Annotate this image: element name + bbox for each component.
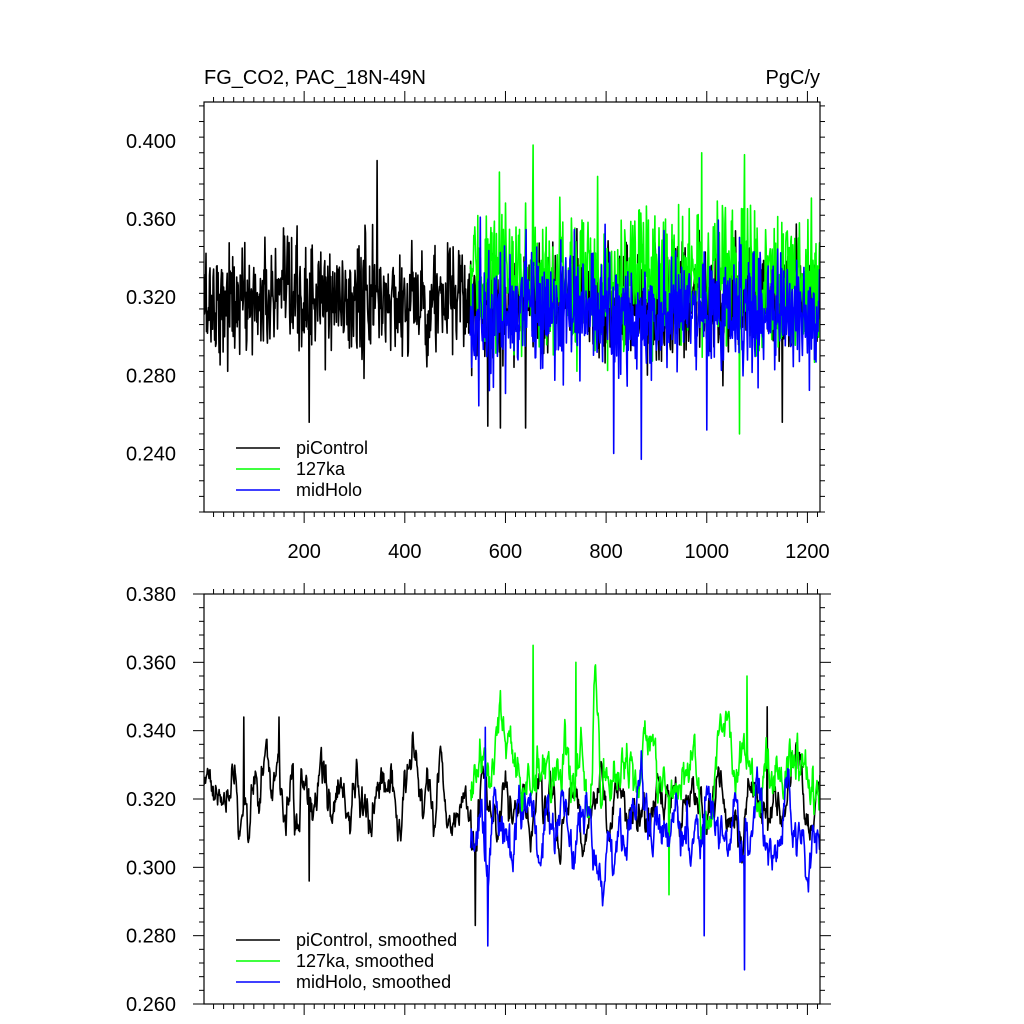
legend-label: midHolo [296,480,362,500]
x-tick-label: 200 [287,541,320,563]
units-label: PgC/y [766,67,820,89]
y-tick-label: 0.320 [126,789,176,811]
y-tick-label: 0.360 [126,209,176,231]
x-tick-label: 400 [388,541,421,563]
series-line-midholo [469,216,820,461]
y-tick-label: 0.240 [126,443,176,465]
series-line-midholo-smoothed [469,726,820,971]
legend-label: piControl, smoothed [296,930,457,950]
y-tick-label: 0.400 [126,131,176,153]
y-tick-label: 0.360 [126,652,176,674]
y-tick-label: 0.280 [126,926,176,948]
figure-title: FG_CO2, PAC_18N-49N [204,67,426,89]
y-tick-label: 0.280 [126,365,176,387]
x-tick-label: 600 [489,541,522,563]
x-tick-label: 1200 [785,541,830,563]
legend-label: 127ka, smoothed [296,951,434,971]
y-tick-label: 0.380 [126,584,176,606]
y-tick-label: 0.300 [126,857,176,879]
y-tick-label: 0.320 [126,287,176,309]
legend-label: 127ka [296,459,346,479]
bottom-chart-panel: 0.260 0.280 0.300 0.320 0.340 0.360 0.380 piCon… [126,583,831,1016]
plot-frame [203,101,821,513]
y-tick-label: 0.260 [126,994,176,1016]
x-tick-label: 1000 [685,541,730,563]
y-tick-label: 0.340 [126,721,176,743]
legend-label: piControl [296,438,368,458]
x-tick-label: 800 [589,541,622,563]
legend-label: midHolo, smoothed [296,972,451,992]
series-line-picontrol-smoothed [204,706,820,927]
top-chart-panel: 200 400 600 800 1000 1200 0.240 0.280 0.320 0.360… [126,91,830,563]
